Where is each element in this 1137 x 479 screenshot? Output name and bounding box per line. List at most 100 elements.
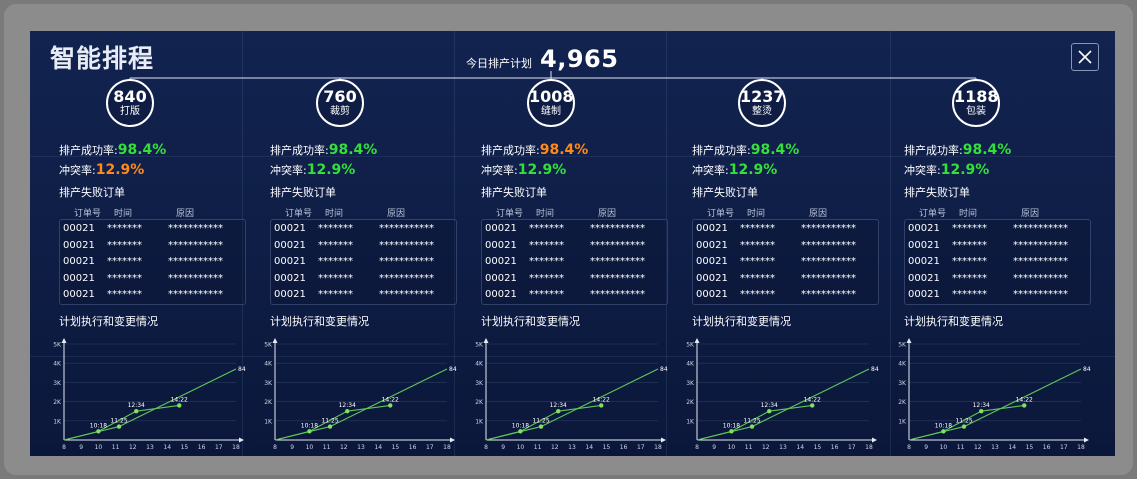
table-row[interactable]: 00021 ******* *********** xyxy=(274,223,454,239)
table-row[interactable]: 00021 ******* *********** xyxy=(485,240,665,256)
success-rate-value: 98.4% xyxy=(328,142,378,158)
table-row[interactable]: 00021 ******* *********** xyxy=(274,289,454,305)
failed-orders-table: 00021 ******* *********** 00021 ******* *****… xyxy=(904,219,1091,305)
process-panel: 1237 整烫 排产成功率:98.4% 冲突率:12.9% 排产失败订单 订单号… xyxy=(663,31,879,456)
failed-orders-table: 00021 ******* *********** 00021 ******* *****… xyxy=(481,219,668,305)
conflict-rate-value: 12.9% xyxy=(940,162,990,178)
x-tick-label: 8 xyxy=(484,444,488,451)
conflict-rate: 冲突率:12.9% xyxy=(904,162,989,178)
x-tick-label: 11 xyxy=(745,444,753,451)
execution-chart: 1K 2K 3K 4K 5K 8 9 10 11 12 13 14 15 16 17 18 10:1811:25… xyxy=(475,338,668,451)
end-value-label: 840 xyxy=(660,366,668,373)
conflict-rate: 冲突率:12.9% xyxy=(692,162,777,178)
table-row[interactable]: 00021 ******* *********** xyxy=(274,256,454,272)
x-tick-label: 15 xyxy=(814,444,822,451)
order-reason: *********** xyxy=(168,223,223,234)
order-time: ******* xyxy=(107,223,142,234)
process-node[interactable]: 1008 缝制 xyxy=(527,79,575,127)
point-label: 14:22 xyxy=(1016,396,1033,403)
y-tick-label: 1K xyxy=(475,418,484,425)
x-tick-label: 10 xyxy=(517,444,525,451)
point-label: 10:18 xyxy=(723,422,740,429)
col-reason: 原因 xyxy=(1021,209,1040,219)
conflict-rate-label: 冲突率: xyxy=(481,164,518,177)
series-line xyxy=(485,404,602,441)
table-row[interactable]: 00021 ******* *********** xyxy=(274,273,454,289)
order-id: 00021 xyxy=(908,239,940,251)
point-label: 10:18 xyxy=(301,422,318,429)
x-tick-label: 9 xyxy=(79,444,83,451)
x-axis-arrow xyxy=(239,437,244,443)
order-id: 00021 xyxy=(908,272,940,284)
col-reason: 原因 xyxy=(387,209,406,219)
table-row[interactable]: 00021 ******* *********** xyxy=(63,223,243,239)
y-axis-arrow xyxy=(906,338,912,343)
x-tick-label: 15 xyxy=(181,444,189,451)
process-node[interactable]: 760 裁剪 xyxy=(316,79,364,127)
col-order: 订单号 xyxy=(74,209,102,219)
process-node[interactable]: 840 打版 xyxy=(106,79,154,127)
close-button[interactable] xyxy=(1071,43,1099,71)
table-row[interactable]: 00021 ******* *********** xyxy=(696,223,876,239)
chart-title: 计划执行和变更情况 xyxy=(270,315,369,328)
col-reason: 原因 xyxy=(176,209,195,219)
table-row[interactable]: 00021 ******* *********** xyxy=(696,273,876,289)
x-tick-label: 18 xyxy=(1077,444,1085,451)
x-tick-label: 10 xyxy=(306,444,314,451)
success-rate: 排产成功率:98.4% xyxy=(481,142,588,158)
order-reason: *********** xyxy=(590,289,645,300)
table-row[interactable]: 00021 ******* *********** xyxy=(63,273,243,289)
end-value-label: 840 xyxy=(238,366,246,373)
table-row[interactable]: 00021 ******* *********** xyxy=(908,289,1088,305)
order-time: ******* xyxy=(740,256,775,267)
x-axis-arrow xyxy=(1084,437,1089,443)
x-tick-label: 18 xyxy=(443,444,451,451)
col-reason: 原因 xyxy=(809,209,828,219)
table-row[interactable]: 00021 ******* *********** xyxy=(696,256,876,272)
table-row[interactable]: 00021 ******* *********** xyxy=(63,240,243,256)
point-label: 11:25 xyxy=(532,418,549,425)
x-tick-label: 12 xyxy=(762,444,770,451)
order-time: ******* xyxy=(107,239,142,251)
table-row[interactable]: 00021 ******* *********** xyxy=(63,289,243,305)
order-id: 00021 xyxy=(485,256,517,267)
success-rate-label: 排产成功率: xyxy=(270,144,329,157)
process-name: 缝制 xyxy=(541,106,561,117)
table-row[interactable]: 00021 ******* *********** xyxy=(274,240,454,256)
success-rate-label: 排产成功率: xyxy=(59,144,118,157)
table-row[interactable]: 00021 ******* *********** xyxy=(908,256,1088,272)
process-node[interactable]: 1188 包装 xyxy=(952,79,1000,127)
table-row[interactable]: 00021 ******* *********** xyxy=(908,273,1088,289)
success-rate-value: 98.4% xyxy=(750,142,800,158)
x-tick-label: 15 xyxy=(603,444,611,451)
point-label: 14:22 xyxy=(382,396,399,403)
process-count: 1237 xyxy=(740,87,785,106)
table-row[interactable]: 00021 ******* *********** xyxy=(63,256,243,272)
x-tick-label: 17 xyxy=(637,444,645,451)
data-point xyxy=(729,429,734,434)
table-row[interactable]: 00021 ******* *********** xyxy=(696,289,876,305)
x-tick-label: 12 xyxy=(974,444,982,451)
table-row[interactable]: 00021 ******* *********** xyxy=(485,223,665,239)
x-tick-label: 9 xyxy=(924,444,928,451)
table-row[interactable]: 00021 ******* *********** xyxy=(696,240,876,256)
order-id: 00021 xyxy=(696,256,728,267)
process-count: 760 xyxy=(323,87,357,106)
table-row[interactable]: 00021 ******* *********** xyxy=(908,223,1088,239)
table-row[interactable]: 00021 ******* *********** xyxy=(485,289,665,305)
x-tick-label: 16 xyxy=(198,444,206,451)
conflict-rate-label: 冲突率: xyxy=(904,164,941,177)
x-tick-label: 8 xyxy=(907,444,911,451)
table-row[interactable]: 00021 ******* *********** xyxy=(908,240,1088,256)
conflict-rate-value: 12.9% xyxy=(306,162,356,178)
table-row[interactable]: 00021 ******* *********** xyxy=(485,256,665,272)
point-label: 10:18 xyxy=(90,422,107,429)
process-node[interactable]: 1237 整烫 xyxy=(738,79,786,127)
failed-orders-table: 00021 ******* *********** 00021 ******* *****… xyxy=(270,219,457,305)
table-row[interactable]: 00021 ******* *********** xyxy=(485,273,665,289)
x-tick-label: 12 xyxy=(129,444,137,451)
order-id: 00021 xyxy=(696,223,728,234)
x-tick-label: 13 xyxy=(991,444,999,451)
x-tick-label: 13 xyxy=(568,444,576,451)
y-tick-label: 5K xyxy=(475,342,484,349)
